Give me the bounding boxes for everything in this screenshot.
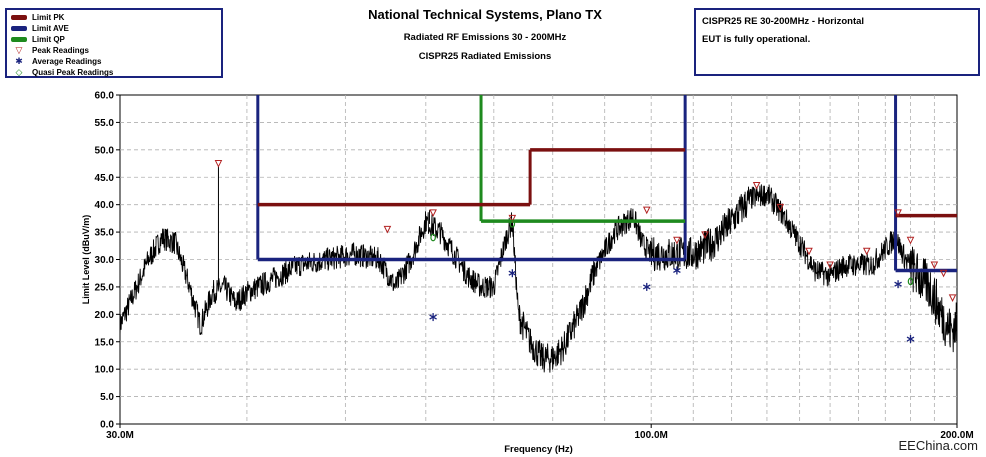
- peak-reading-marker: [383, 225, 392, 234]
- legend-item: Limit PK: [7, 12, 64, 23]
- y-tick-label: 5.0: [100, 392, 114, 403]
- y-axis-label: Limit Level (dBuV/m): [81, 215, 91, 305]
- legend-label: Limit AVE: [32, 24, 69, 33]
- info-box: CISPR25 RE 30-200MHz - Horizontal EUT is…: [694, 8, 980, 76]
- peak-reading-marker: [948, 294, 957, 303]
- average-reading-marker: [508, 269, 517, 278]
- peak-reading-marker: [805, 247, 813, 256]
- legend-swatch: [11, 26, 27, 31]
- legend-symbol-icon: ▽: [15, 45, 23, 55]
- y-tick-label: 50.0: [95, 145, 115, 156]
- x-tick-label: 30.0M: [106, 430, 134, 441]
- average-reading-marker: [894, 280, 902, 289]
- legend-item: Limit QP: [7, 34, 65, 45]
- peak-reading-marker: [930, 261, 939, 270]
- legend-label: Limit PK: [32, 13, 65, 22]
- y-tick-label: 0.0: [100, 420, 114, 431]
- average-reading-marker: [642, 282, 651, 291]
- peak-reading-marker: [906, 236, 915, 245]
- average-reading-marker: [673, 266, 681, 275]
- legend-swatch: [11, 37, 27, 42]
- y-tick-label: 55.0: [95, 118, 115, 129]
- peak-reading-marker: [826, 261, 834, 270]
- qp-reading-marker: [907, 277, 914, 286]
- average-reading-marker: [906, 335, 915, 344]
- peak-reading-marker: [508, 214, 517, 223]
- chart-title: National Technical Systems, Plano TX: [368, 7, 602, 22]
- legend-symbol-icon: ✱: [15, 56, 23, 66]
- x-axis-label: Frequency (Hz): [504, 444, 573, 455]
- y-tick-label: 30.0: [95, 255, 115, 266]
- y-tick-label: 10.0: [95, 365, 115, 376]
- peak-reading-marker: [894, 209, 902, 218]
- y-tick-label: 60.0: [95, 91, 115, 102]
- x-tick-label: 200.0M: [940, 430, 973, 441]
- legend-swatch: [11, 15, 27, 20]
- info-line-1: CISPR25 RE 30-200MHz - Horizontal: [702, 16, 865, 27]
- legend: Limit PK Limit AVE Limit QP ▽ Peak Readings ✱…: [5, 8, 223, 78]
- y-tick-label: 15.0: [95, 337, 115, 348]
- average-reading-marker: [429, 313, 437, 322]
- qp-reading-marker: [430, 233, 436, 242]
- y-tick-label: 25.0: [95, 282, 115, 293]
- peak-reading-marker: [939, 269, 948, 278]
- peak-reading-marker: [214, 160, 223, 168]
- watermark: EEChina.com: [898, 438, 978, 453]
- peak-reading-marker: [642, 206, 651, 215]
- legend-item: ▽ Peak Readings: [7, 45, 89, 56]
- chart-subtitle-2: CISPR25 Radiated Emissions: [418, 51, 552, 62]
- peak-reading-marker: [752, 181, 761, 190]
- title-block: National Technical Systems, Plano TX Rad…: [270, 7, 700, 62]
- legend-item: ◇ Quasi Peak Readings: [7, 67, 114, 78]
- measured-trace: [119, 184, 958, 373]
- chart-subtitle: Radiated RF Emissions 30 - 200MHz: [403, 32, 567, 43]
- y-tick-label: 40.0: [95, 200, 115, 211]
- legend-item: Limit AVE: [7, 23, 69, 34]
- y-tick-label: 45.0: [95, 173, 115, 184]
- legend-label: Average Readings: [32, 57, 102, 66]
- qp-reading-marker: [509, 220, 516, 228]
- y-tick-label: 35.0: [95, 228, 115, 239]
- info-line-2: EUT is fully operational.: [702, 34, 811, 45]
- legend-label: Peak Readings: [32, 46, 89, 55]
- legend-symbol-icon: ◇: [15, 67, 23, 77]
- legend-label: Quasi Peak Readings: [32, 68, 114, 77]
- legend-item: ✱ Average Readings: [7, 56, 102, 67]
- peak-reading-marker: [862, 247, 871, 256]
- x-tick-label: 100.0M: [635, 430, 668, 441]
- legend-label: Limit QP: [32, 35, 65, 44]
- peak-reading-marker: [673, 236, 681, 245]
- peak-reading-marker: [776, 203, 785, 212]
- y-tick-label: 20.0: [95, 310, 115, 321]
- peak-reading-marker: [701, 231, 709, 239]
- peak-reading-marker: [429, 209, 437, 218]
